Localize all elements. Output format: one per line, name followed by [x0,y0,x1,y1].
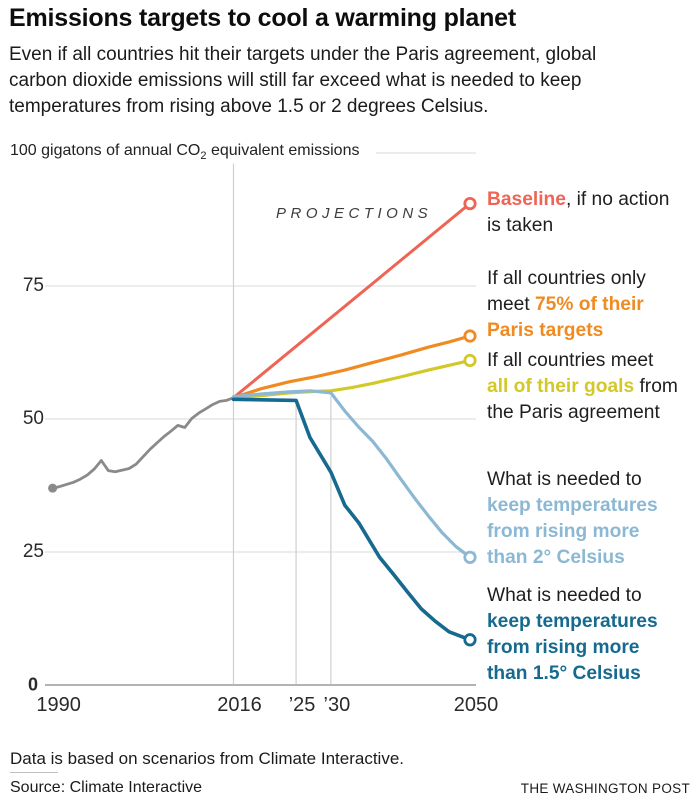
x-tick-2050: 2050 [453,694,499,716]
x-tick-2030: ’30 [323,694,351,716]
series-paris100 [231,358,472,400]
series-celsius15 [231,397,472,642]
annotation-baseline: Baseline, if no action is taken [487,189,670,236]
footer-note: Data is based on scenarios from Climate … [10,749,405,768]
series-baseline-end-marker [463,196,477,211]
y-axis-top-tick: 100 [10,142,37,159]
publisher-attribution: THE WASHINGTON POST [520,781,690,796]
x-tick-2025: ’25 [288,694,316,716]
annotation-paris75: If all countries only meet 75% of their Pa… [487,268,646,341]
projections-label: PROJECTIONS [276,205,433,222]
x-tick-2016: 2016 [217,694,262,716]
series-celsius15-end-marker [463,633,477,647]
series-historical-start-dot [48,483,58,493]
x-tick-1990: 1990 [36,694,81,716]
annotation-celsius2: What is needed to keep temperatures from r… [487,469,658,568]
annotation-celsius15: What is needed to keep temperatures from r… [487,585,658,684]
series-paris100-end-marker [463,353,477,368]
series-celsius2 [231,389,472,559]
series-paris75-end-marker [463,329,477,343]
series-paris75 [231,334,472,400]
source-credit: Source: Climate Interactive [10,779,203,796]
series-historical [51,396,235,490]
page-title: Emissions targets to cool a warming plan… [9,4,516,32]
y-tick-50: 50 [22,408,44,429]
y-tick-25: 25 [22,541,44,562]
series-baseline [232,202,472,400]
y-axis-unit-label: 100 gigatons of annual CO2 equivalent em… [10,142,360,163]
y-tick-75: 75 [22,275,44,296]
y-tick-0: 0 [27,674,38,695]
page-subtitle: Even if all countries hit their targets … [9,44,597,117]
annotation-paris100: If all countries meet all of their goals … [487,350,678,423]
footer-divider [10,772,58,773]
series-celsius2-end-marker [463,550,477,564]
